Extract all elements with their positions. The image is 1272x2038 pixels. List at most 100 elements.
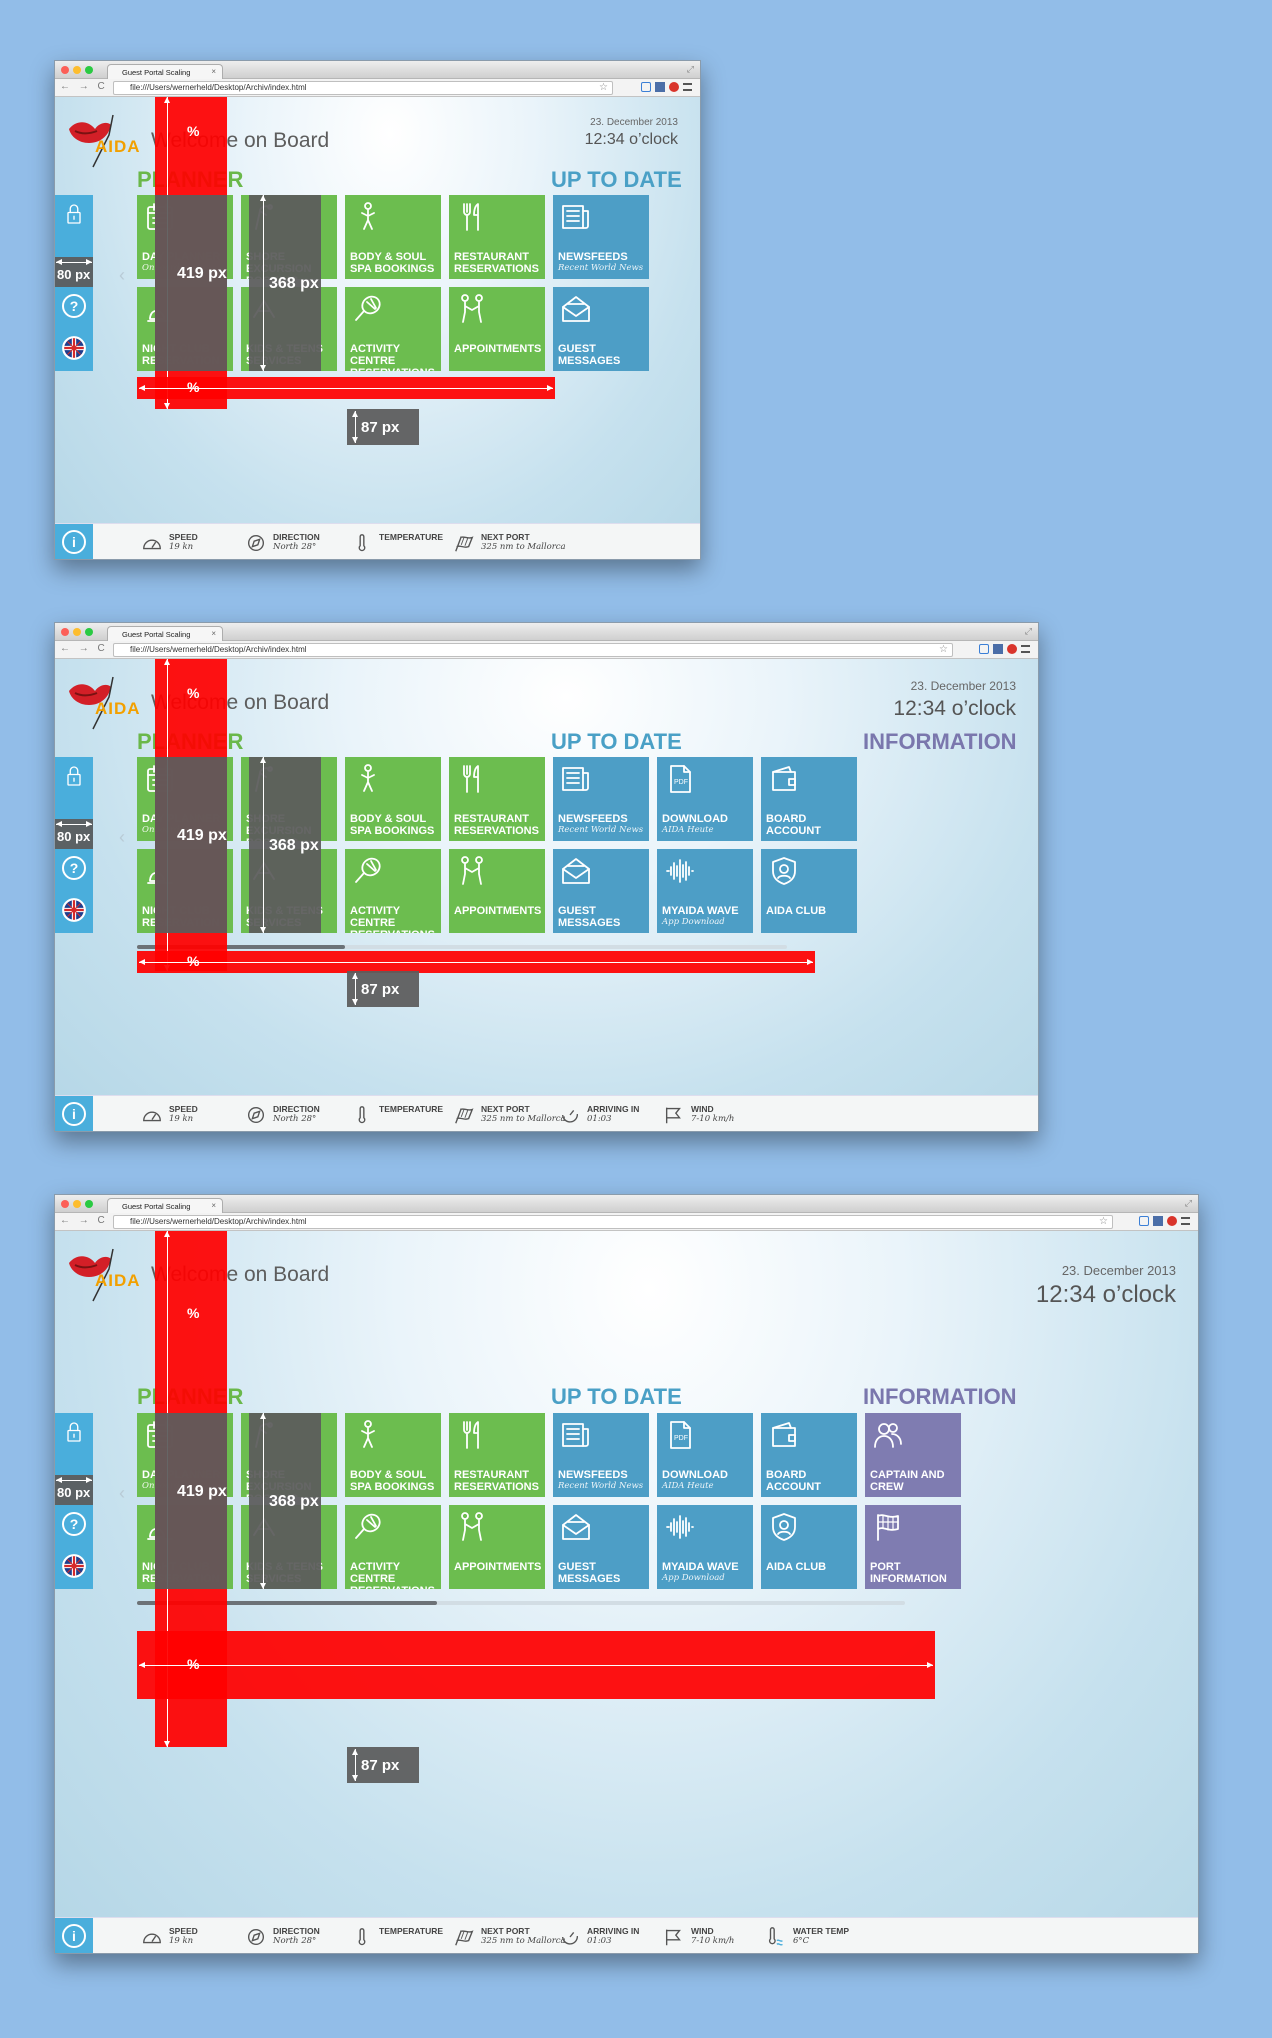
- scrollbar-thumb[interactable]: [137, 1601, 437, 1605]
- adblock-icon[interactable]: [1007, 644, 1017, 654]
- lock-button[interactable]: [55, 757, 93, 795]
- window-controls[interactable]: [61, 628, 93, 636]
- menu-icon[interactable]: [683, 83, 692, 91]
- help-button[interactable]: ?: [55, 287, 93, 325]
- tile-myaida-wave[interactable]: MYAIDA WAVE App Download: [657, 849, 753, 933]
- tile-captain[interactable]: CAPTAIN AND CREW: [865, 1413, 961, 1497]
- lock-icon: [67, 204, 81, 224]
- tile-appointments[interactable]: APPOINTMENTS: [449, 287, 545, 371]
- racket-icon: [355, 857, 381, 883]
- tile-aida-club[interactable]: AIDA CLUB: [761, 1505, 857, 1589]
- close-icon[interactable]: [61, 1200, 69, 1208]
- horizontal-scrollbar[interactable]: [137, 945, 787, 949]
- star-icon[interactable]: ☆: [939, 644, 948, 655]
- horizontal-scrollbar[interactable]: [137, 1601, 905, 1605]
- language-button[interactable]: [55, 1547, 93, 1585]
- tile-appointments[interactable]: APPOINTMENTS: [449, 849, 545, 933]
- minimize-icon[interactable]: [73, 628, 81, 636]
- browser-tab[interactable]: Guest Portal Scaling ×: [107, 64, 223, 79]
- tile-board-account[interactable]: BOARD ACCOUNT: [761, 757, 857, 841]
- minimize-icon[interactable]: [73, 1200, 81, 1208]
- extension-icon[interactable]: [979, 644, 989, 654]
- carousel-prev-icon[interactable]: ‹: [119, 1483, 125, 1503]
- url-field[interactable]: file:///Users/wernerheld/Desktop/Archiv/…: [113, 81, 613, 95]
- tile-activity[interactable]: ACTIVITY CENTRE RESERVATIONS: [345, 1505, 441, 1589]
- help-button[interactable]: ?: [55, 1505, 93, 1543]
- menu-icon[interactable]: [1021, 645, 1030, 653]
- adblock-icon[interactable]: [1167, 1216, 1177, 1226]
- fullscreen-icon[interactable]: ⤢: [686, 64, 694, 74]
- maximize-icon[interactable]: [85, 66, 93, 74]
- nav-buttons[interactable]: ← → C: [60, 1215, 108, 1226]
- minimize-icon[interactable]: [73, 66, 81, 74]
- tile-activity[interactable]: ACTIVITY CENTRE RESERVATIONS: [345, 287, 441, 371]
- extension-icon[interactable]: [641, 82, 651, 92]
- tile-title: APPOINTMENTS: [454, 1561, 542, 1573]
- menu-icon[interactable]: [1181, 1217, 1190, 1225]
- tile-restaurant[interactable]: RESTAURANT RESERVATIONS: [449, 1413, 545, 1497]
- title-bar: Guest Portal Scaling × ⤢: [55, 1195, 1198, 1213]
- close-icon[interactable]: [61, 66, 69, 74]
- maximize-icon[interactable]: [85, 1200, 93, 1208]
- scrollbar-thumb[interactable]: [137, 945, 345, 949]
- fullscreen-icon[interactable]: ⤢: [1184, 1198, 1192, 1208]
- carousel-prev-icon[interactable]: ‹: [119, 827, 125, 847]
- tile-newsfeeds[interactable]: NEWSFEEDS Recent World News: [553, 195, 649, 279]
- footer-value: 7-10 km/h: [691, 1936, 735, 1946]
- fullscreen-icon[interactable]: ⤢: [1024, 626, 1032, 636]
- tile-guest-messages[interactable]: GUEST MESSAGES: [553, 1505, 649, 1589]
- tile-aida-club[interactable]: AIDA CLUB: [761, 849, 857, 933]
- tile-guest-messages[interactable]: GUEST MESSAGES: [553, 287, 649, 371]
- window-controls[interactable]: [61, 1200, 93, 1208]
- extension-icon[interactable]: [655, 82, 665, 92]
- nav-buttons[interactable]: ← → C: [60, 643, 108, 654]
- extension-icon[interactable]: [993, 644, 1003, 654]
- tab-close-icon[interactable]: ×: [211, 67, 216, 76]
- tile-activity[interactable]: ACTIVITY CENTRE RESERVATIONS: [345, 849, 441, 933]
- close-icon[interactable]: [61, 628, 69, 636]
- tile-appointments[interactable]: APPOINTMENTS: [449, 1505, 545, 1589]
- maximize-icon[interactable]: [85, 628, 93, 636]
- browser-tab[interactable]: Guest Portal Scaling ×: [107, 1198, 223, 1213]
- tile-title: RESTAURANT RESERVATIONS: [454, 251, 539, 275]
- tile-newsfeeds[interactable]: NEWSFEEDS Recent World News: [553, 757, 649, 841]
- tile-body-soul[interactable]: BODY & SOUL SPA BOOKINGS: [345, 195, 441, 279]
- shield-icon: [772, 857, 796, 885]
- info-button[interactable]: i: [55, 1096, 93, 1131]
- tile-newsfeeds[interactable]: NEWSFEEDS Recent World News: [553, 1413, 649, 1497]
- tile-download[interactable]: PDF DOWNLOAD AIDA Heute: [657, 1413, 753, 1497]
- extension-icon[interactable]: [1139, 1216, 1149, 1226]
- tile-guest-messages[interactable]: GUEST MESSAGES: [553, 849, 649, 933]
- url-field[interactable]: file:///Users/wernerheld/Desktop/Archiv/…: [113, 1215, 1113, 1229]
- info-button[interactable]: i: [55, 524, 93, 559]
- browser-tab[interactable]: Guest Portal Scaling ×: [107, 626, 223, 641]
- carousel-prev-icon[interactable]: ‹: [119, 265, 125, 285]
- url-field[interactable]: file:///Users/wernerheld/Desktop/Archiv/…: [113, 643, 953, 657]
- tab-close-icon[interactable]: ×: [211, 629, 216, 638]
- language-button[interactable]: [55, 891, 93, 929]
- compass-icon: [247, 534, 265, 552]
- lock-button[interactable]: [55, 195, 93, 233]
- tile-board-account[interactable]: BOARD ACCOUNT: [761, 1413, 857, 1497]
- adblock-icon[interactable]: [669, 82, 679, 92]
- aida-logo: AIDA: [63, 1243, 143, 1305]
- tile-download[interactable]: PDF DOWNLOAD AIDA Heute: [657, 757, 753, 841]
- measure-band-line: [139, 1662, 933, 1668]
- star-icon[interactable]: ☆: [599, 82, 608, 93]
- wave-icon: [666, 1515, 694, 1539]
- star-icon[interactable]: ☆: [1099, 1216, 1108, 1227]
- tile-port-info[interactable]: PORT INFORMATION: [865, 1505, 961, 1589]
- tile-myaida-wave[interactable]: MYAIDA WAVE App Download: [657, 1505, 753, 1589]
- language-button[interactable]: [55, 329, 93, 367]
- tile-restaurant[interactable]: RESTAURANT RESERVATIONS: [449, 195, 545, 279]
- info-button[interactable]: i: [55, 1918, 93, 1953]
- help-button[interactable]: ?: [55, 849, 93, 887]
- tile-body-soul[interactable]: BODY & SOUL SPA BOOKINGS: [345, 1413, 441, 1497]
- tile-body-soul[interactable]: BODY & SOUL SPA BOOKINGS: [345, 757, 441, 841]
- tile-restaurant[interactable]: RESTAURANT RESERVATIONS: [449, 757, 545, 841]
- extension-icon[interactable]: [1153, 1216, 1163, 1226]
- window-controls[interactable]: [61, 66, 93, 74]
- nav-buttons[interactable]: ← → C: [60, 81, 108, 92]
- tab-close-icon[interactable]: ×: [211, 1201, 216, 1210]
- lock-button[interactable]: [55, 1413, 93, 1451]
